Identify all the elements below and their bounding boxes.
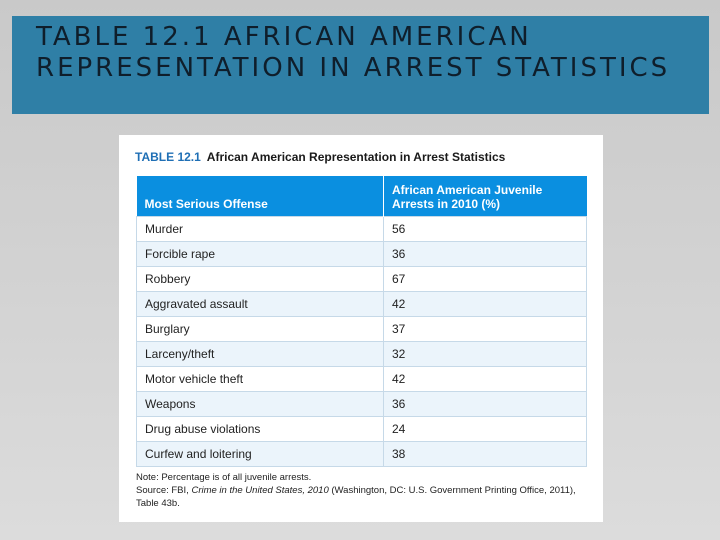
table-notes: Note: Percentage is of all juvenile arre… — [136, 471, 586, 510]
percentage-cell: 37 — [383, 316, 587, 342]
table-row: Robbery 67 — [136, 266, 587, 292]
offense-cell: Weapons — [136, 391, 384, 417]
percentage-cell: 42 — [383, 366, 587, 392]
offense-cell: Larceny/theft — [136, 341, 384, 367]
offense-cell: Burglary — [136, 316, 384, 342]
offense-cell: Robbery — [136, 266, 384, 292]
percentage-cell: 56 — [383, 216, 587, 242]
table-row: Murder 56 — [136, 216, 587, 242]
table-caption: TABLE 12.1 African American Representatio… — [135, 150, 505, 164]
table-row: Aggravated assault 42 — [136, 291, 587, 317]
source-prefix: Source: FBI, — [136, 485, 189, 496]
arrest-statistics-table: Most Serious Offense African American Ju… — [136, 176, 587, 467]
table-row: Weapons 36 — [136, 391, 587, 417]
percentage-cell: 36 — [383, 391, 587, 417]
offense-cell: Curfew and loitering — [136, 441, 384, 467]
table-figure: TABLE 12.1 African American Representatio… — [119, 135, 603, 522]
offense-cell: Motor vehicle theft — [136, 366, 384, 392]
percentage-cell: 36 — [383, 241, 587, 267]
title-bar — [12, 16, 709, 114]
source-title: Crime in the United States, 2010 — [191, 485, 329, 496]
table-note: Note: Percentage is of all juvenile arre… — [136, 472, 312, 483]
percentage-cell: 67 — [383, 266, 587, 292]
source-suffix: (Washington, DC: U.S. Government Printin… — [136, 485, 576, 509]
slide-title: TABLE 12.1 AFRICAN AMERICAN REPRESENTATI… — [36, 22, 671, 83]
offense-cell: Aggravated assault — [136, 291, 384, 317]
table-row: Larceny/theft 32 — [136, 341, 587, 367]
table-row: Drug abuse violations 24 — [136, 416, 587, 442]
table-row: Forcible rape 36 — [136, 241, 587, 267]
table-row: Curfew and loitering 38 — [136, 441, 587, 467]
percentage-cell: 24 — [383, 416, 587, 442]
offense-cell: Forcible rape — [136, 241, 384, 267]
table-number: TABLE 12.1 — [135, 150, 201, 164]
table-caption-text: African American Representation in Arres… — [206, 150, 506, 164]
table-row: Motor vehicle theft 42 — [136, 366, 587, 392]
table-source: Source: FBI, Crime in the United States,… — [136, 484, 586, 510]
percentage-cell: 32 — [383, 341, 587, 367]
table-row: Burglary 37 — [136, 316, 587, 342]
header-offense: Most Serious Offense — [136, 176, 384, 217]
offense-cell: Drug abuse violations — [136, 416, 384, 442]
percentage-cell: 42 — [383, 291, 587, 317]
header-percentage: African American Juvenile Arrests in 201… — [383, 176, 587, 217]
percentage-cell: 38 — [383, 441, 587, 467]
offense-cell: Murder — [136, 216, 384, 242]
table-header-row: Most Serious Offense African American Ju… — [136, 176, 587, 217]
